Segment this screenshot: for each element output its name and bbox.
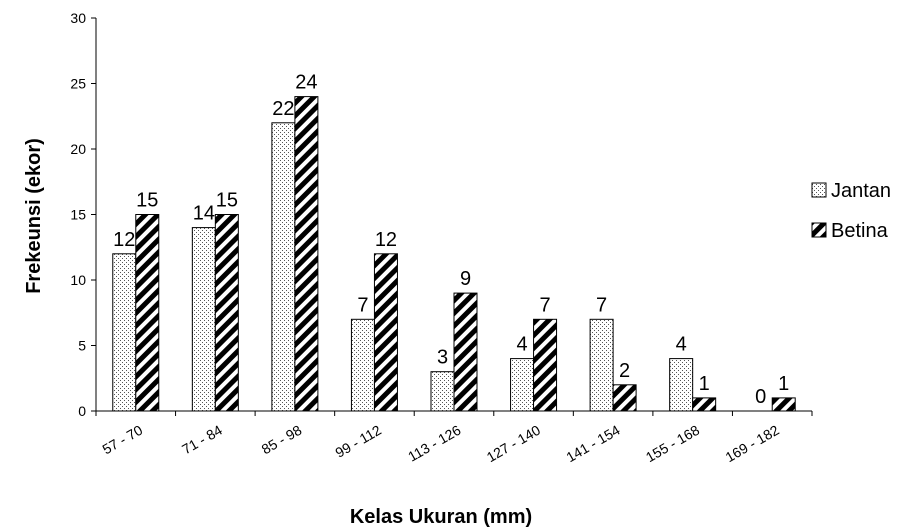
bar-jantan (112, 253, 137, 412)
bar-jantan (430, 371, 455, 412)
legend: Jantan Betina (811, 180, 891, 242)
data-label-jantan: 12 (113, 229, 135, 251)
data-label-jantan: 3 (437, 347, 448, 369)
bar-jantan (350, 318, 375, 412)
x-tick-label: 141 - 154 (563, 422, 622, 466)
legend-swatch-jantan (811, 182, 827, 198)
bar-jantan (669, 358, 694, 412)
x-axis-title: Kelas Ukuran (mm) (350, 506, 532, 528)
data-label-betina: 15 (216, 190, 238, 212)
legend-swatch-betina (811, 222, 827, 238)
legend-label-betina: Betina (831, 220, 889, 242)
y-tick-label: 25 (70, 76, 86, 92)
data-label-betina: 15 (136, 190, 158, 212)
legend-label-jantan: Jantan (831, 180, 891, 202)
x-tick-label: 127 - 140 (484, 422, 543, 466)
bar-betina (135, 214, 160, 412)
y-tick-label: 5 (78, 338, 86, 354)
y-tick-label: 0 (78, 403, 86, 419)
data-label-jantan: 7 (357, 294, 368, 316)
x-tick-label: 85 - 98 (259, 422, 305, 458)
bar-jantan (271, 122, 296, 412)
data-label-jantan: 4 (676, 334, 687, 356)
x-tick-label: 169 - 182 (722, 422, 781, 466)
bar-jantan (589, 318, 614, 412)
y-tick-label: 20 (70, 141, 86, 157)
data-label-jantan: 7 (596, 294, 607, 316)
x-tick-label: 155 - 168 (643, 422, 702, 466)
data-label-jantan: 0 (755, 386, 766, 408)
y-tick-label: 30 (70, 10, 86, 26)
data-label-betina: 12 (375, 229, 397, 251)
x-tick-label: 99 - 112 (332, 422, 384, 461)
bar-betina (533, 318, 558, 412)
bar-betina (214, 214, 239, 412)
bar-betina (692, 397, 717, 412)
bar-betina (612, 384, 637, 412)
data-label-betina: 9 (460, 268, 471, 290)
x-tick-label: 113 - 126 (405, 422, 464, 465)
data-label-betina: 24 (295, 72, 317, 94)
data-label-betina: 2 (619, 360, 630, 382)
y-axis-title: Frekeunsi (ekor) (23, 138, 45, 294)
data-label-betina: 7 (539, 294, 550, 316)
bar-betina (453, 292, 478, 412)
bar-jantan (191, 227, 216, 412)
bar-betina (294, 96, 319, 412)
data-label-jantan: 14 (193, 203, 215, 225)
bar-betina (771, 397, 796, 412)
y-tick-label: 15 (70, 207, 86, 223)
x-tick-label: 71 - 84 (179, 422, 225, 458)
data-label-betina: 1 (699, 373, 710, 395)
data-label-betina: 1 (778, 373, 789, 395)
bar-betina (373, 253, 398, 412)
data-label-jantan: 22 (272, 98, 294, 120)
x-tick-label: 57 - 70 (100, 422, 146, 458)
data-label-jantan: 4 (516, 334, 527, 356)
y-tick-label: 10 (70, 272, 86, 288)
bar-jantan (510, 358, 535, 412)
